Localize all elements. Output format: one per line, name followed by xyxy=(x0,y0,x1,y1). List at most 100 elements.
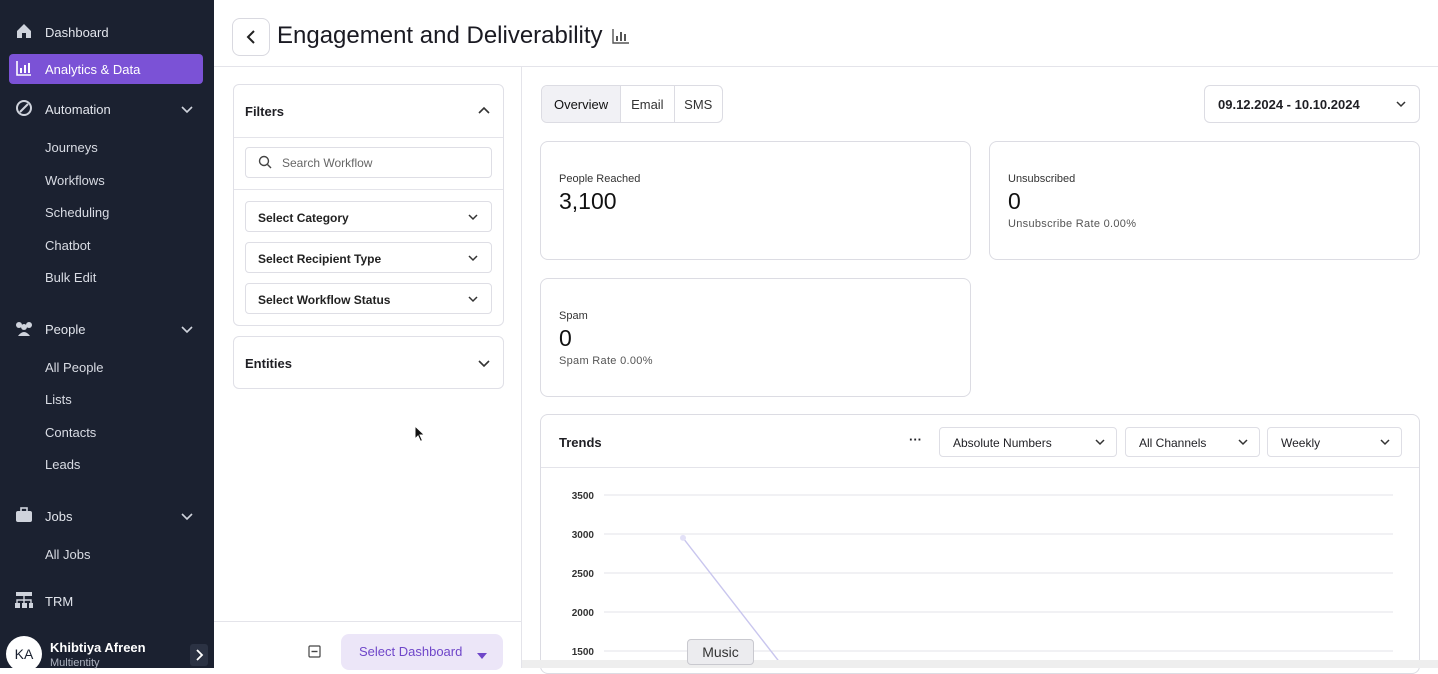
tab-overview[interactable]: Overview xyxy=(542,86,622,122)
stat-value: 3,100 xyxy=(559,188,617,214)
collapse-icon[interactable] xyxy=(308,645,321,663)
sidebar-item-trm[interactable]: TRM xyxy=(9,586,203,616)
chevron-down-icon xyxy=(467,293,479,308)
sidebar-subitem-bulk-edit[interactable]: Bulk Edit xyxy=(45,270,97,285)
back-button[interactable] xyxy=(232,18,270,56)
tab-email[interactable]: Email xyxy=(621,86,675,122)
sidebar-item-label: Analytics & Data xyxy=(45,61,141,77)
sidebar-item-label: People xyxy=(45,321,86,337)
stat-value: 0 xyxy=(559,325,572,351)
sidebar-subitem-all-people[interactable]: All People xyxy=(45,360,104,375)
briefcase-icon xyxy=(14,505,34,525)
mouse-cursor-icon xyxy=(414,424,426,448)
sidebar-subitem-lists[interactable]: Lists xyxy=(45,392,72,407)
period-select[interactable]: Weekly xyxy=(1267,427,1402,457)
chevron-down-icon[interactable] xyxy=(179,101,195,117)
tab-sms[interactable]: SMS xyxy=(684,96,713,112)
data-point[interactable] xyxy=(680,534,686,541)
people-icon xyxy=(14,318,34,338)
user-profile[interactable]: KA Khibtiya Afreen Multientity xyxy=(0,630,214,672)
stat-card-spam: Spam 0 Spam Rate 0.00% xyxy=(540,278,971,397)
stat-label: People Reached xyxy=(559,173,641,185)
mode-select[interactable]: Absolute Numbers xyxy=(939,427,1117,457)
sidebar-item-automation[interactable]: Automation xyxy=(9,94,203,124)
channels-select-label: All Channels xyxy=(1139,436,1207,450)
home-icon xyxy=(14,21,34,41)
stat-card-people-reached: People Reached 3,100 xyxy=(540,141,971,260)
more-options-icon[interactable]: ··· xyxy=(909,432,922,447)
rocket-icon xyxy=(14,98,34,118)
chevron-down-icon xyxy=(1379,436,1391,451)
entities-card[interactable]: Entities xyxy=(233,336,504,389)
view-tabs: Overview Email SMS xyxy=(541,85,723,123)
sidebar-subitem-all-jobs[interactable]: All Jobs xyxy=(45,547,91,562)
caret-down-icon xyxy=(476,648,488,663)
user-org: Multientity xyxy=(50,657,100,669)
trends-card: Trends ··· Absolute Numbers All Channels… xyxy=(540,414,1420,674)
recipient-type-select[interactable]: Select Recipient Type xyxy=(245,242,492,273)
mode-select-label: Absolute Numbers xyxy=(953,436,1052,450)
date-range-select[interactable]: 09.12.2024 - 10.10.2024 xyxy=(1204,85,1420,123)
select-dashboard-button[interactable]: Select Dashboard xyxy=(341,634,503,670)
sidebar-item-label: Automation xyxy=(45,101,111,117)
chevron-left-icon xyxy=(246,30,255,44)
network-icon xyxy=(14,590,34,610)
sidebar-subitem-leads[interactable]: Leads xyxy=(45,457,81,472)
chevron-down-icon xyxy=(467,211,479,226)
chevron-up-icon[interactable] xyxy=(477,103,491,122)
stat-subtext: Unsubscribe Rate 0.00% xyxy=(1008,218,1137,230)
sidebar-item-label: Jobs xyxy=(45,508,73,524)
y-tick-label: 2500 xyxy=(572,569,595,580)
category-select[interactable]: Select Category xyxy=(245,201,492,232)
select-dashboard-label: Select Dashboard xyxy=(359,644,463,659)
tooltip: Music xyxy=(687,639,754,665)
sidebar-item-people[interactable]: People xyxy=(9,314,203,344)
sidebar-item-analytics[interactable]: Analytics & Data xyxy=(9,54,203,84)
page-header: Engagement and Deliverability xyxy=(214,0,1438,67)
bar-chart-icon xyxy=(14,58,34,78)
chevron-down-icon xyxy=(1094,436,1106,451)
filters-title: Filters xyxy=(245,104,285,119)
y-tick-label: 3000 xyxy=(572,530,595,541)
y-tick-label: 1500 xyxy=(572,647,595,658)
recipient-type-select-label: Select Recipient Type xyxy=(258,252,382,266)
sidebar-subitem-journeys[interactable]: Journeys xyxy=(45,140,98,155)
divider xyxy=(234,189,503,190)
workflow-status-select[interactable]: Select Workflow Status xyxy=(245,283,492,314)
user-name: Khibtiya Afreen xyxy=(50,640,146,655)
sidebar: Dashboard Analytics & Data Automation Jo… xyxy=(0,0,214,672)
period-select-label: Weekly xyxy=(1281,436,1321,450)
filter-panel: Filters Search Workflow Select Category … xyxy=(214,67,522,668)
stat-subtext: Spam Rate 0.00% xyxy=(559,355,653,367)
sidebar-item-label: TRM xyxy=(45,593,74,609)
stat-label: Spam xyxy=(559,310,588,322)
stat-card-unsubscribed: Unsubscribed 0 Unsubscribe Rate 0.00% xyxy=(989,141,1420,260)
chevron-down-icon xyxy=(467,252,479,267)
sidebar-subitem-contacts[interactable]: Contacts xyxy=(45,425,97,440)
search-input[interactable]: Search Workflow xyxy=(245,147,492,178)
sidebar-subitem-scheduling[interactable]: Scheduling xyxy=(45,205,110,220)
chevron-right-icon[interactable] xyxy=(190,644,208,666)
report-chart-icon[interactable] xyxy=(612,28,630,49)
search-icon xyxy=(258,155,272,174)
channels-select[interactable]: All Channels xyxy=(1125,427,1260,457)
chevron-down-icon[interactable] xyxy=(179,508,195,524)
avatar[interactable]: KA xyxy=(6,636,42,672)
chevron-down-icon xyxy=(1237,436,1249,451)
chevron-down-icon[interactable] xyxy=(477,356,491,375)
chevron-down-icon[interactable] xyxy=(179,321,195,337)
workflow-status-select-label: Select Workflow Status xyxy=(258,293,391,307)
sidebar-item-dashboard[interactable]: Dashboard xyxy=(9,17,203,47)
sidebar-subitem-workflows[interactable]: Workflows xyxy=(45,173,105,188)
entities-title: Entities xyxy=(245,356,292,371)
page-title: Engagement and Deliverability xyxy=(277,22,603,49)
divider xyxy=(234,137,503,138)
horizontal-scrollbar[interactable] xyxy=(522,660,1438,668)
y-tick-label: 3500 xyxy=(572,491,595,502)
sidebar-item-jobs[interactable]: Jobs xyxy=(9,501,203,531)
category-select-label: Select Category xyxy=(258,211,349,225)
chevron-down-icon xyxy=(1395,98,1407,113)
divider xyxy=(541,467,1419,468)
sidebar-subitem-chatbot[interactable]: Chatbot xyxy=(45,238,91,253)
stat-value: 0 xyxy=(1008,188,1021,214)
